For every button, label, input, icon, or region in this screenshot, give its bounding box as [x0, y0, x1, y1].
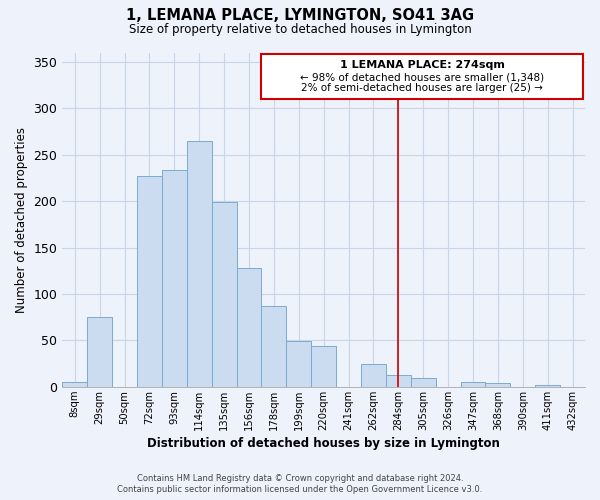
- Bar: [236, 268, 262, 387]
- Bar: [137, 176, 162, 387]
- FancyBboxPatch shape: [262, 54, 583, 99]
- Text: ← 98% of detached houses are smaller (1,348): ← 98% of detached houses are smaller (1,…: [300, 72, 544, 82]
- Bar: [311, 346, 336, 387]
- Bar: [535, 385, 560, 387]
- Bar: [485, 383, 511, 387]
- Bar: [461, 382, 485, 387]
- X-axis label: Distribution of detached houses by size in Lymington: Distribution of detached houses by size …: [147, 437, 500, 450]
- Text: Size of property relative to detached houses in Lymington: Size of property relative to detached ho…: [128, 22, 472, 36]
- Y-axis label: Number of detached properties: Number of detached properties: [15, 126, 28, 312]
- Bar: [286, 342, 311, 387]
- Bar: [212, 202, 236, 387]
- Bar: [262, 306, 286, 387]
- Bar: [411, 378, 436, 387]
- Bar: [162, 170, 187, 387]
- Bar: [62, 382, 87, 387]
- Bar: [187, 140, 212, 387]
- Text: Contains HM Land Registry data © Crown copyright and database right 2024.
Contai: Contains HM Land Registry data © Crown c…: [118, 474, 482, 494]
- Text: 2% of semi-detached houses are larger (25) →: 2% of semi-detached houses are larger (2…: [301, 83, 543, 93]
- Text: 1 LEMANA PLACE: 274sqm: 1 LEMANA PLACE: 274sqm: [340, 60, 505, 70]
- Text: 1, LEMANA PLACE, LYMINGTON, SO41 3AG: 1, LEMANA PLACE, LYMINGTON, SO41 3AG: [126, 8, 474, 22]
- Bar: [87, 317, 112, 387]
- Bar: [361, 364, 386, 387]
- Bar: [386, 375, 411, 387]
